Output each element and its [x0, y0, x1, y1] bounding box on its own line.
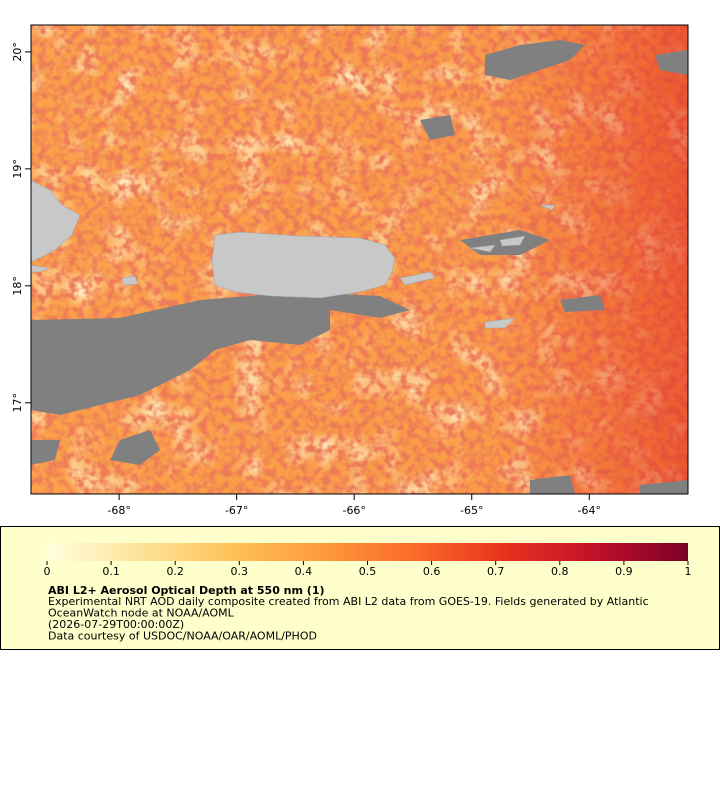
caption-line: Experimental NRT AOD daily composite cre… [48, 595, 649, 608]
aod-raster [31, 25, 688, 494]
colorbar-tick-label: 0.1 [102, 565, 120, 578]
colorbar-tick-label: 0.4 [295, 565, 313, 578]
colorbar [47, 543, 688, 561]
colorbar-tick-label: 0.9 [615, 565, 633, 578]
colorbar-tick-label: 0 [44, 565, 51, 578]
lon-tick-label: -65° [460, 504, 483, 517]
land [31, 179, 556, 329]
caption-line: OceanWatch node at NOAA/AOML [48, 607, 235, 620]
lat-tick-label: 17° [11, 393, 24, 413]
lat-tick-label: 19° [11, 159, 24, 179]
lon-tick-label: -66° [342, 504, 365, 517]
caption-title: ABI L2+ Aerosol Optical Depth at 550 nm … [48, 584, 325, 597]
caption-line: (2026-07-29T00:00:00Z) [48, 618, 184, 631]
colorbar-tick-label: 1 [685, 565, 692, 578]
lat-tick-label: 18° [11, 276, 24, 296]
colorbar-tick-label: 0.6 [423, 565, 441, 578]
lon-tick-label: -67° [225, 504, 248, 517]
lat-tick-label: 20° [11, 42, 24, 62]
caption-line: Data courtesy of USDOC/NOAA/OAR/AOML/PHO… [48, 630, 317, 643]
map-frame [30, 24, 689, 495]
colorbar-tick-label: 0.7 [487, 565, 505, 578]
colorbar-tick-label: 0.3 [231, 565, 249, 578]
lon-tick-label: -68° [107, 504, 130, 517]
colorbar-tick-label: 0.2 [166, 565, 184, 578]
colorbar-tick-label: 0.5 [359, 565, 377, 578]
colorbar-tick-label: 0.8 [551, 565, 569, 578]
lon-tick-label: -64° [578, 504, 601, 517]
